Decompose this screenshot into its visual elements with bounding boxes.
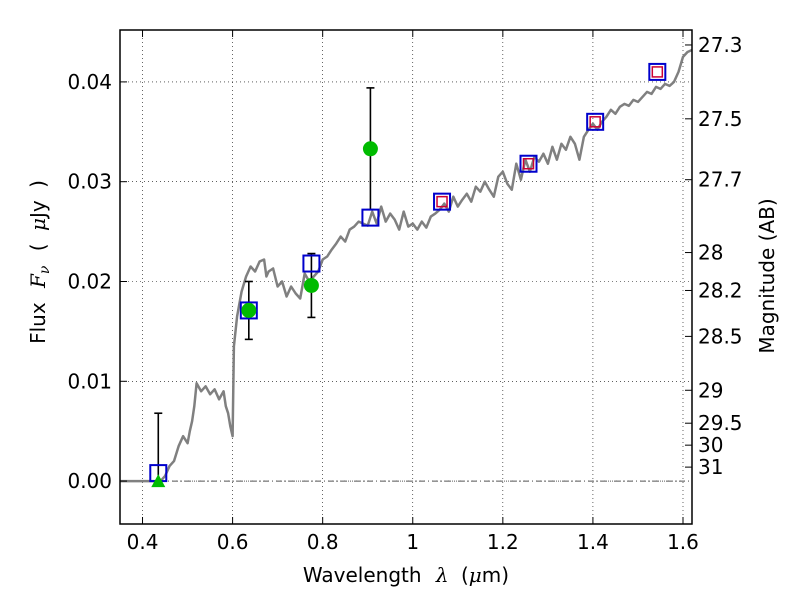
- magnitude-tick-label: 30: [698, 433, 723, 457]
- magnitude-tick-label: 29: [698, 378, 723, 402]
- x-tick-label: 1.4: [577, 530, 609, 554]
- x-tick-label: 0.8: [307, 530, 339, 554]
- error-bars: [154, 87, 375, 482]
- magnitude-axis-label: Magnitude (AB): [755, 198, 779, 353]
- magnitude-tick-label: 28: [698, 241, 723, 265]
- measured-flux-point: [362, 141, 378, 157]
- magnitude-tick-label: 27.5: [698, 107, 743, 131]
- magnitude-tick-label: 31: [698, 455, 723, 479]
- magnitude-tick-label: 28.2: [698, 278, 743, 302]
- x-tick-label: 1: [406, 530, 419, 554]
- y-axis-label: Flux Fν ( μJy ): [26, 180, 54, 344]
- upper-limit-triangle: [151, 474, 166, 488]
- synthetic-photometry-square: [648, 62, 667, 81]
- measured-flux-point: [241, 302, 257, 318]
- y-tick-label: 0.04: [67, 70, 112, 94]
- plot-frame: [119, 29, 693, 525]
- x-axis-label: Wavelength λ (μm): [303, 563, 509, 587]
- synthetic-photometry-square: [586, 112, 605, 131]
- nir-photometry-square: [589, 116, 601, 128]
- data-markers: [149, 62, 667, 488]
- synthetic-photometry-square: [433, 192, 452, 211]
- model-spectrum-line: [120, 48, 693, 483]
- synthetic-photometry-square: [361, 208, 380, 227]
- x-tick-label: 0.6: [217, 530, 249, 554]
- synthetic-photometry-square: [302, 254, 321, 273]
- x-tick-label: 1.2: [487, 530, 519, 554]
- x-tick-label: 0.4: [127, 530, 159, 554]
- magnitude-tick-label: 27.3: [698, 33, 743, 57]
- synthetic-photometry-square: [239, 301, 258, 320]
- nir-photometry-square: [522, 157, 535, 170]
- model-spectrum: [120, 48, 693, 483]
- magnitude-tick-label: 28.5: [698, 324, 743, 348]
- measured-flux-point: [303, 277, 319, 293]
- magnitude-tick-label: 29.5: [698, 411, 743, 435]
- magnitude-tick-label: 27.7: [698, 168, 743, 192]
- nir-photometry-square: [651, 66, 664, 78]
- y-tick-label: 0.02: [67, 269, 112, 293]
- y-tick-label: 0.01: [67, 369, 112, 393]
- nir-photometry-square: [436, 195, 448, 208]
- axis-ticks: 0.4 0.6 0.8 1 1.2 1.4 1.6 0.00 0.01 0.02 0.03 0.04 2…: [67, 30, 743, 554]
- synthetic-photometry-square: [519, 154, 538, 173]
- grid-lines: [120, 30, 692, 524]
- y-tick-label: 0.03: [67, 170, 112, 194]
- x-tick-label: 1.6: [667, 530, 699, 554]
- y-tick-label: 0.00: [67, 469, 112, 493]
